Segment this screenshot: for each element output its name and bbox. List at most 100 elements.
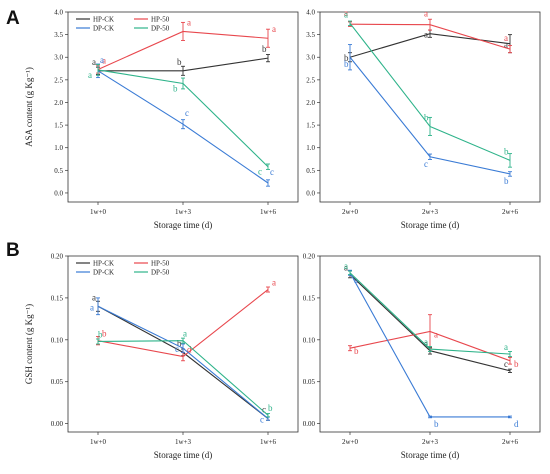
significance-label: b	[504, 146, 509, 156]
y-tick-label: 0.5	[54, 167, 63, 175]
significance-label: a	[344, 262, 348, 272]
y-tick-label: 2.5	[54, 76, 63, 84]
legend-label: HP-50	[151, 260, 170, 268]
significance-label: a	[504, 33, 508, 43]
significance-label: b	[102, 329, 107, 339]
series-line-hp-ck	[97, 305, 269, 420]
panel-letter-b: B	[6, 240, 20, 261]
significance-label: b	[424, 112, 429, 122]
x-tick-label: 2w+6	[502, 208, 519, 216]
y-tick-label: 0.20	[51, 253, 64, 261]
significance-label: a	[344, 8, 348, 18]
legend-label: HP-CK	[93, 16, 114, 24]
x-axis-title: Storage time (d)	[154, 220, 212, 230]
charts: 0.0 0.5 1.0 1.5 2.0 2.5 3.0 3.5 4.0 1w+0 1w+3 1w+6 S…	[24, 8, 541, 460]
x-tick-label: 2w+0	[342, 208, 359, 216]
x-tick-label: 2w+0	[342, 438, 359, 446]
significance-label: b	[262, 44, 267, 54]
y-tick-label: 1.5	[54, 122, 63, 130]
significance-label: b	[514, 359, 519, 369]
significance-label: c	[258, 167, 262, 177]
y-tick-label: 3.0	[54, 54, 63, 62]
y-tick-label: 0.10	[303, 336, 316, 344]
significance-label: d	[187, 345, 192, 355]
significance-label: c	[262, 405, 266, 415]
legend-label: DP-50	[151, 25, 170, 33]
y-tick-label: 0.0	[306, 189, 315, 197]
significance-label: a	[344, 9, 348, 19]
significance-label: a	[90, 302, 94, 312]
series-line-dp-50	[349, 22, 511, 161]
significance-label: a	[88, 70, 92, 80]
significance-label: b	[98, 329, 103, 339]
y-axis-title: GSH content (g Kg⁻¹)	[24, 304, 34, 384]
x-tick-label: 2w+3	[422, 208, 439, 216]
significance-label: b	[177, 57, 182, 67]
significance-label: a	[354, 275, 358, 285]
y-tick-label: 3.0	[306, 54, 315, 62]
chart-3: 0.00 0.05 0.10 0.15 0.20 1w+0 1w+3 1w+6 Storage …	[24, 253, 299, 460]
significance-label: b	[173, 83, 178, 93]
significance-label: a	[434, 329, 438, 339]
significance-label: a	[504, 40, 508, 50]
x-tick-label: 1w+3	[175, 208, 192, 216]
y-tick-label: 3.5	[54, 31, 63, 39]
significance-label: d	[514, 419, 519, 429]
x-tick-label: 1w+0	[90, 208, 107, 216]
chart-4: 0.00 0.05 0.10 0.15 0.20 2w+0 2w+3 2w+6 Storage …	[303, 253, 541, 460]
significance-label: b	[504, 176, 509, 186]
significance-label: a	[424, 339, 428, 349]
x-tick-label: 2w+6	[502, 438, 519, 446]
series-line-dp-ck	[97, 305, 269, 420]
x-tick-label: 2w+3	[422, 438, 439, 446]
legend-label: HP-50	[151, 16, 170, 24]
y-tick-label: 4.0	[54, 9, 63, 17]
y-tick-label: 0.20	[303, 253, 316, 261]
x-axis-title: Storage time (d)	[401, 220, 459, 230]
significance-label: b	[344, 59, 349, 69]
y-tick-label: 0.00	[51, 420, 64, 428]
y-tick-label: 1.0	[306, 144, 315, 152]
chart-1: 0.0 0.5 1.0 1.5 2.0 2.5 3.0 3.5 4.0 1w+0 1w+3 1w+6 S…	[24, 9, 299, 230]
significance-label: a	[424, 9, 428, 19]
legend-label: HP-CK	[93, 260, 114, 268]
significance-label: a	[92, 57, 96, 67]
significance-label: c	[175, 344, 179, 354]
y-tick-label: 0.5	[306, 167, 315, 175]
legend-label: DP-CK	[93, 25, 114, 33]
x-tick-label: 1w+6	[260, 208, 277, 216]
significance-label: a	[183, 329, 187, 339]
y-tick-label: 0.05	[51, 378, 64, 386]
y-tick-label: 1.5	[306, 122, 315, 130]
significance-label: a	[424, 337, 428, 347]
significance-label: c	[185, 108, 189, 118]
significance-label: b	[354, 346, 359, 356]
x-axis-title: Storage time (d)	[154, 450, 212, 460]
legend-label: DP-CK	[93, 269, 114, 277]
x-tick-label: 1w+6	[260, 438, 277, 446]
significance-label: c	[504, 359, 508, 369]
significance-label: a	[187, 17, 191, 27]
panel-letter-a: A	[6, 8, 20, 29]
y-tick-label: 2.5	[306, 76, 315, 84]
significance-label: a	[100, 55, 104, 65]
y-tick-label: 0.0	[54, 189, 63, 197]
significance-label: a	[424, 30, 428, 40]
x-axis-title: Storage time (d)	[401, 450, 459, 460]
significance-label: c	[270, 167, 274, 177]
legend-label: DP-50	[151, 269, 170, 277]
y-tick-label: 0.15	[51, 294, 64, 302]
y-tick-label: 1.0	[54, 144, 63, 152]
chart-2: 0.0 0.5 1.0 1.5 2.0 2.5 3.0 3.5 4.0 2w+0 2w+3 2w+6 S…	[306, 8, 541, 230]
significance-label: b	[434, 419, 439, 429]
x-tick-label: 1w+0	[90, 438, 107, 446]
significance-label: a	[272, 278, 276, 288]
significance-label: a	[272, 24, 276, 34]
significance-label: a	[102, 55, 106, 65]
y-axis-title: ASA content (g Kg⁻¹)	[24, 67, 34, 147]
y-tick-label: 0.00	[303, 420, 316, 428]
x-tick-label: 1w+3	[175, 438, 192, 446]
y-tick-label: 0.05	[303, 378, 316, 386]
y-tick-label: 4.0	[306, 9, 315, 17]
